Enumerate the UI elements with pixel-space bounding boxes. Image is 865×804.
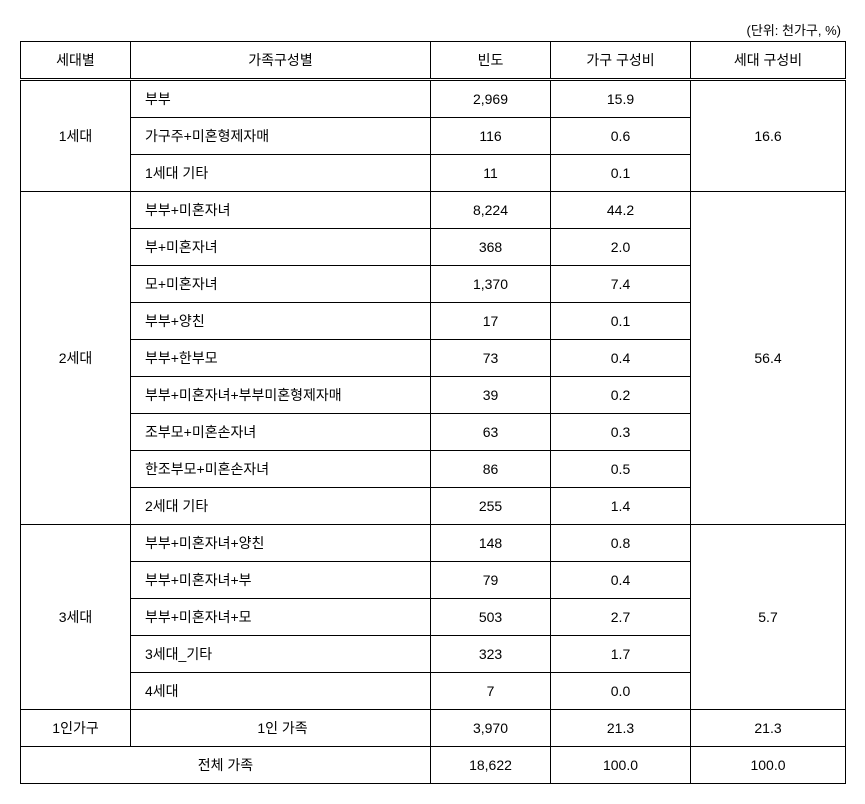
family-cell: 부+미혼자녀 bbox=[131, 229, 431, 266]
unit-label: (단위: 천가구, %) bbox=[20, 20, 845, 39]
family-cell: 부부+미혼자녀 bbox=[131, 192, 431, 229]
header-generation: 세대별 bbox=[21, 42, 131, 80]
family-cell: 부부+양친 bbox=[131, 303, 431, 340]
frequency-cell: 39 bbox=[431, 377, 551, 414]
frequency-cell: 7 bbox=[431, 673, 551, 710]
family-cell: 부부+미혼자녀+부부미혼형제자매 bbox=[131, 377, 431, 414]
family-cell: 2세대 기타 bbox=[131, 488, 431, 525]
frequency-cell: 79 bbox=[431, 562, 551, 599]
family-cell: 1세대 기타 bbox=[131, 155, 431, 192]
household-ratio-cell: 0.4 bbox=[551, 562, 691, 599]
table-body: 1세대부부2,96915.916.6가구주+미혼형제자매1160.61세대 기타… bbox=[21, 80, 846, 784]
household-ratio-cell: 0.0 bbox=[551, 673, 691, 710]
header-generation-ratio: 세대 구성비 bbox=[691, 42, 846, 80]
generation-cell: 2세대 bbox=[21, 192, 131, 525]
household-ratio-cell: 0.8 bbox=[551, 525, 691, 562]
header-frequency: 빈도 bbox=[431, 42, 551, 80]
family-cell: 1인 가족 bbox=[131, 710, 431, 747]
frequency-cell: 11 bbox=[431, 155, 551, 192]
household-ratio-cell: 0.3 bbox=[551, 414, 691, 451]
frequency-cell: 86 bbox=[431, 451, 551, 488]
household-ratio-cell: 0.5 bbox=[551, 451, 691, 488]
frequency-cell: 73 bbox=[431, 340, 551, 377]
household-ratio-cell: 0.1 bbox=[551, 303, 691, 340]
table-row-total: 전체 가족18,622100.0100.0 bbox=[21, 747, 846, 784]
household-ratio-cell: 1.7 bbox=[551, 636, 691, 673]
family-cell: 부부+한부모 bbox=[131, 340, 431, 377]
family-cell: 부부+미혼자녀+양친 bbox=[131, 525, 431, 562]
frequency-cell: 1,370 bbox=[431, 266, 551, 303]
household-ratio-cell: 2.7 bbox=[551, 599, 691, 636]
frequency-cell: 8,224 bbox=[431, 192, 551, 229]
household-ratio-cell: 7.4 bbox=[551, 266, 691, 303]
frequency-cell: 148 bbox=[431, 525, 551, 562]
frequency-cell: 116 bbox=[431, 118, 551, 155]
household-ratio-cell: 100.0 bbox=[551, 747, 691, 784]
household-ratio-cell: 0.2 bbox=[551, 377, 691, 414]
frequency-cell: 63 bbox=[431, 414, 551, 451]
household-ratio-cell: 21.3 bbox=[551, 710, 691, 747]
table-row: 3세대부부+미혼자녀+양친1480.85.7 bbox=[21, 525, 846, 562]
generation-ratio-cell: 21.3 bbox=[691, 710, 846, 747]
header-family-type: 가족구성별 bbox=[131, 42, 431, 80]
table-row: 1세대부부2,96915.916.6 bbox=[21, 80, 846, 118]
generation-cell: 1세대 bbox=[21, 80, 131, 192]
table-row-single: 1인가구1인 가족3,97021.321.3 bbox=[21, 710, 846, 747]
household-ratio-cell: 1.4 bbox=[551, 488, 691, 525]
household-ratio-cell: 0.1 bbox=[551, 155, 691, 192]
family-cell: 가구주+미혼형제자매 bbox=[131, 118, 431, 155]
table-row: 2세대부부+미혼자녀8,22444.256.4 bbox=[21, 192, 846, 229]
family-cell: 부부 bbox=[131, 80, 431, 118]
frequency-cell: 503 bbox=[431, 599, 551, 636]
family-cell: 조부모+미혼손자녀 bbox=[131, 414, 431, 451]
household-ratio-cell: 2.0 bbox=[551, 229, 691, 266]
family-cell: 3세대_기타 bbox=[131, 636, 431, 673]
generation-ratio-cell: 100.0 bbox=[691, 747, 846, 784]
family-cell: 한조부모+미혼손자녀 bbox=[131, 451, 431, 488]
frequency-cell: 2,969 bbox=[431, 80, 551, 118]
family-cell: 4세대 bbox=[131, 673, 431, 710]
header-household-ratio: 가구 구성비 bbox=[551, 42, 691, 80]
household-table: 세대별 가족구성별 빈도 가구 구성비 세대 구성비 1세대부부2,96915.… bbox=[20, 41, 846, 784]
household-ratio-cell: 0.4 bbox=[551, 340, 691, 377]
generation-ratio-cell: 16.6 bbox=[691, 80, 846, 192]
generation-cell: 3세대 bbox=[21, 525, 131, 710]
household-ratio-cell: 44.2 bbox=[551, 192, 691, 229]
frequency-cell: 3,970 bbox=[431, 710, 551, 747]
generation-ratio-cell: 5.7 bbox=[691, 525, 846, 710]
generation-cell: 1인가구 bbox=[21, 710, 131, 747]
frequency-cell: 323 bbox=[431, 636, 551, 673]
frequency-cell: 368 bbox=[431, 229, 551, 266]
frequency-cell: 18,622 bbox=[431, 747, 551, 784]
frequency-cell: 255 bbox=[431, 488, 551, 525]
total-label-cell: 전체 가족 bbox=[21, 747, 431, 784]
household-ratio-cell: 15.9 bbox=[551, 80, 691, 118]
generation-ratio-cell: 56.4 bbox=[691, 192, 846, 525]
frequency-cell: 17 bbox=[431, 303, 551, 340]
family-cell: 부부+미혼자녀+모 bbox=[131, 599, 431, 636]
household-ratio-cell: 0.6 bbox=[551, 118, 691, 155]
family-cell: 부부+미혼자녀+부 bbox=[131, 562, 431, 599]
family-cell: 모+미혼자녀 bbox=[131, 266, 431, 303]
